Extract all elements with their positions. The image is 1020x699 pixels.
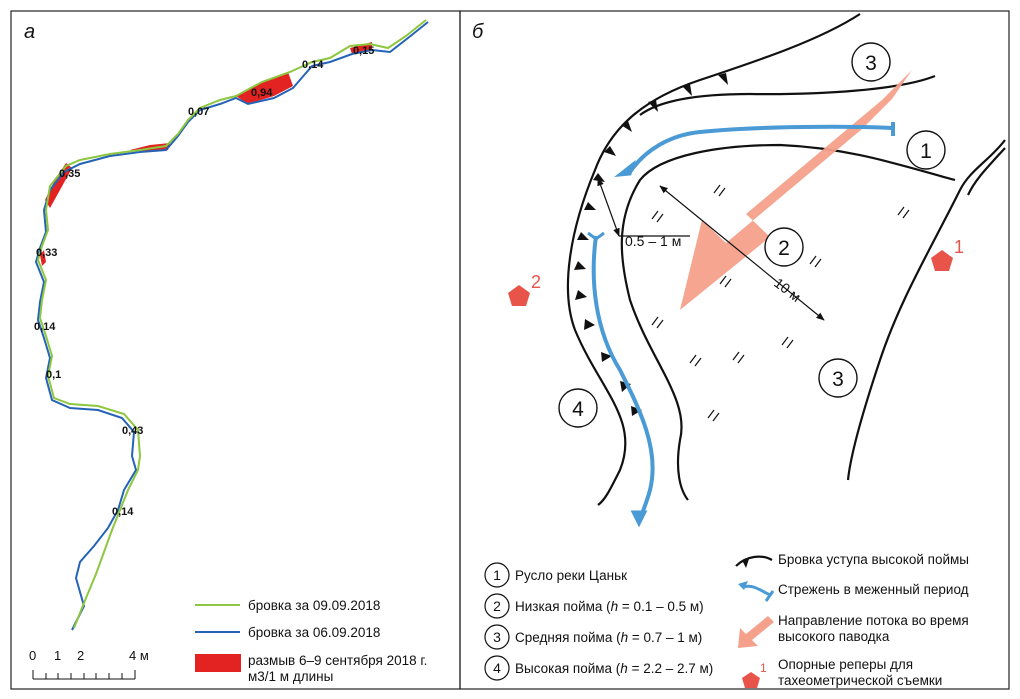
zone-label: 2	[778, 237, 790, 260]
thalweg-lower	[591, 235, 655, 521]
value-label: 0,14	[302, 59, 324, 71]
legend-b: 1 Русло реки Цаньк 2 Низкая пойма (h = 0…	[484, 552, 969, 688]
legend-thalweg-label: Стрежень в меженный период	[778, 582, 969, 597]
floodplain-hatching	[651, 184, 910, 422]
bank-line-06-09-2018	[34, 21, 429, 631]
flow-symbol-icon	[738, 616, 774, 648]
erosion-area-upper-left	[45, 163, 72, 208]
flood-flow-arrow	[680, 70, 912, 310]
bank-line-09-09-2018	[36, 19, 427, 629]
legend-red-swatch	[195, 654, 241, 672]
benchmark-label: 2	[531, 272, 541, 292]
benchmark-marker	[931, 250, 953, 271]
scale-bar: 0 1 2 4 м	[29, 648, 149, 680]
legend-item-label: Высокая пойма (h = 2.2 – 2.7 м)	[515, 661, 713, 676]
panel-a-letter: а	[24, 21, 35, 43]
legend-num: 2	[493, 598, 501, 614]
legend-item-label: Средняя пойма (h = 0.7 – 1 м)	[515, 630, 702, 645]
legend-num: 4	[493, 660, 501, 676]
value-label: 0,14	[34, 321, 56, 333]
dimension-small-label: 0.5 – 1 м	[625, 233, 681, 249]
middle-floodplain-boundary	[846, 139, 1006, 481]
legend-flow-label-1: Направление потока во время	[778, 613, 969, 628]
scale-tick-label: 4 м	[129, 648, 149, 663]
zone-label: 4	[572, 398, 584, 421]
scarp-ticks	[574, 73, 728, 416]
legend-red-label-1: размыв 6–9 сентября 2018 г.	[248, 653, 427, 668]
thalweg-upper	[628, 124, 893, 174]
benchmarks: 1 2	[508, 237, 964, 306]
scarp-symbol-icon	[735, 555, 773, 567]
legend-bench-label-2: тахеометрической съемки	[778, 673, 942, 688]
scale-tick-label: 1	[54, 648, 61, 663]
panel-b-letter: б	[472, 21, 484, 43]
value-label: 0,14	[112, 506, 134, 518]
legend-item-label: Низкая пойма (h = 0.1 – 0.5 м)	[515, 599, 704, 614]
benchmark-label: 1	[954, 237, 964, 257]
value-label: 0,33	[36, 247, 57, 259]
legend-scarp-label: Бровка уступа высокой поймы	[778, 552, 969, 567]
low-floodplain-boundary	[620, 143, 956, 501]
zone-markers: 3 1 2 3 4	[558, 42, 946, 428]
erosion-areas	[40, 42, 372, 266]
zone-label: 1	[920, 140, 932, 163]
scale-tick-label: 2	[77, 648, 84, 663]
zone-label: 3	[865, 52, 877, 75]
thalweg-symbol-icon	[743, 584, 771, 597]
value-label: 0,43	[122, 425, 143, 437]
erosion-area-mid	[40, 250, 46, 266]
dimension-line-large	[659, 185, 825, 321]
panel-b-frame	[459, 10, 1010, 690]
legend-red-label-2: м3/1 м длины	[248, 669, 333, 684]
value-label: 0,35	[59, 168, 80, 180]
benchmark-marker	[508, 285, 530, 306]
legend-num: 1	[493, 567, 501, 583]
legend-bench-label-1: Опорные реперы для	[778, 657, 913, 672]
legend-green-label: бровка за 09.09.2018	[248, 598, 380, 613]
value-label: 0,15	[353, 45, 374, 57]
legend-num: 3	[493, 629, 501, 645]
scale-tick-label: 0	[29, 648, 36, 663]
legend-blue-label: бровка за 06.09.2018	[248, 625, 380, 640]
panel-b: б	[472, 13, 1006, 688]
legend-item-label: Русло реки Цаньк	[515, 568, 627, 583]
value-label: 0,1	[46, 369, 61, 381]
value-label: 0,94	[251, 87, 273, 99]
legend-flow-label-2: высокого паводка	[778, 629, 890, 644]
panel-a: а 0,15 0,14 0,94 0,07 0,35 0,33 0,14 0,1…	[24, 19, 429, 684]
benchmark-symbol-icon	[742, 672, 760, 688]
value-label: 0,07	[188, 106, 209, 118]
legend-bench-num: 1	[760, 661, 767, 675]
dimension-line-small	[597, 177, 620, 237]
high-floodplain-scarp	[566, 13, 861, 506]
zone-label: 3	[832, 368, 844, 391]
erosion-area-large	[236, 72, 293, 104]
legend-a: бровка за 09.09.2018 бровка за 06.09.201…	[195, 598, 427, 684]
